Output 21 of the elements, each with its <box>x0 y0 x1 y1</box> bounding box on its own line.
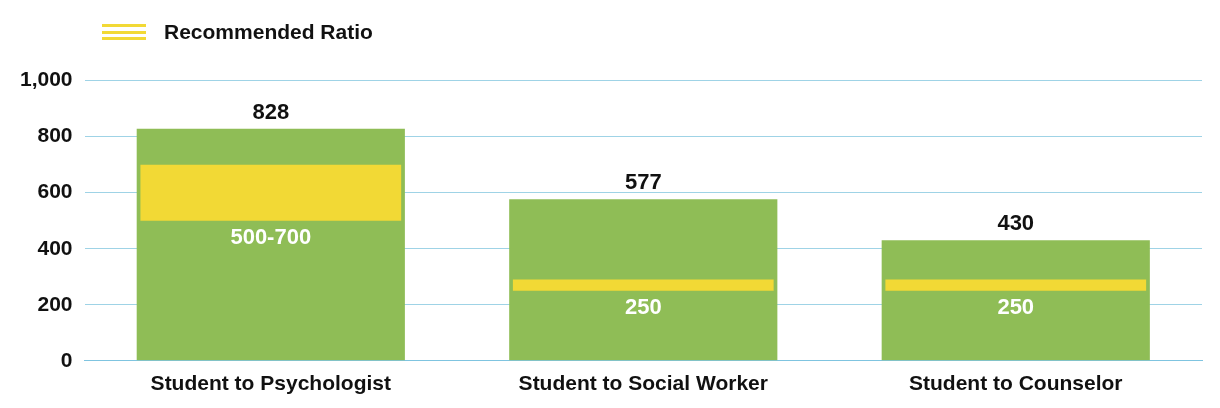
data-label: 577 <box>624 169 662 195</box>
y-tick-label: 200 <box>37 291 73 315</box>
bar <box>509 199 778 361</box>
y-tick-label: 1,000 <box>19 67 73 91</box>
bar <box>881 240 1150 361</box>
x-tick-label: Student to Counselor <box>909 371 1123 395</box>
annotation: 500-700 <box>230 223 312 249</box>
annotation: 250 <box>997 293 1035 319</box>
y-tick-label: 0 <box>60 347 73 371</box>
data-label: 828 <box>252 98 290 124</box>
y-tick-label: 600 <box>37 179 73 203</box>
data-label: 430 <box>997 210 1035 236</box>
legend-label: Recommended Ratio <box>164 20 373 44</box>
annotation: 250 <box>624 293 662 319</box>
bar <box>140 164 402 221</box>
y-tick-label: 800 <box>37 123 73 147</box>
y-tick-label: 400 <box>37 235 73 259</box>
bar <box>512 279 774 291</box>
x-tick-label: Student to Social Worker <box>518 371 768 395</box>
x-tick-label: Student to Psychologist <box>150 371 391 395</box>
bar <box>885 279 1147 291</box>
